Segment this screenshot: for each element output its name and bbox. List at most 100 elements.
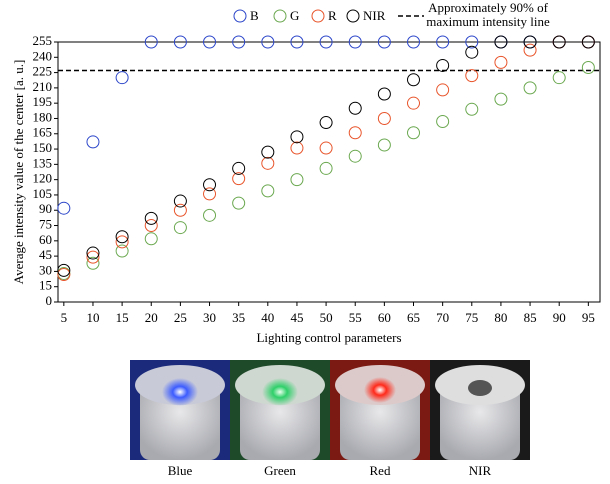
y-tick-label: 135 bbox=[33, 155, 53, 170]
data-point bbox=[262, 185, 274, 197]
y-tick-label: 90 bbox=[39, 201, 52, 216]
legend-marker bbox=[312, 10, 324, 22]
data-point bbox=[378, 139, 390, 151]
x-tick-label: 35 bbox=[232, 310, 245, 325]
photo-red bbox=[330, 360, 430, 460]
figure: 0153045607590105120135150165180195210225… bbox=[0, 0, 610, 484]
data-point bbox=[262, 157, 274, 169]
data-point bbox=[174, 204, 186, 216]
y-tick-label: 105 bbox=[33, 186, 53, 201]
legend-label: NIR bbox=[363, 8, 386, 23]
data-point bbox=[408, 127, 420, 139]
y-tick-label: 180 bbox=[33, 109, 53, 124]
y-tick-label: 210 bbox=[33, 79, 53, 94]
data-point bbox=[145, 233, 157, 245]
data-point bbox=[378, 88, 390, 100]
x-tick-label: 60 bbox=[378, 310, 391, 325]
y-tick-label: 120 bbox=[33, 171, 53, 186]
x-tick-label: 75 bbox=[465, 310, 478, 325]
x-tick-label: 95 bbox=[582, 310, 595, 325]
x-tick-label: 30 bbox=[203, 310, 216, 325]
data-point bbox=[291, 174, 303, 186]
x-tick-label: 5 bbox=[61, 310, 68, 325]
data-point bbox=[145, 212, 157, 224]
legend-marker bbox=[234, 10, 246, 22]
x-tick-label: 15 bbox=[116, 310, 129, 325]
y-tick-label: 240 bbox=[33, 48, 53, 63]
data-point bbox=[87, 136, 99, 148]
photo-green bbox=[230, 360, 330, 460]
data-point bbox=[349, 127, 361, 139]
y-tick-label: 225 bbox=[33, 64, 53, 79]
data-point bbox=[291, 142, 303, 154]
x-tick-label: 70 bbox=[436, 310, 449, 325]
data-point bbox=[116, 236, 128, 248]
y-axis-label: Average intensity value of the center [a… bbox=[11, 60, 26, 285]
y-tick-label: 15 bbox=[39, 278, 52, 293]
data-point bbox=[495, 56, 507, 68]
x-tick-label: 65 bbox=[407, 310, 420, 325]
photo-strip bbox=[130, 360, 530, 460]
data-point bbox=[58, 202, 70, 214]
photo-nir bbox=[430, 360, 530, 460]
legend-label: R bbox=[328, 8, 337, 23]
x-tick-label: 25 bbox=[174, 310, 187, 325]
y-tick-label: 195 bbox=[33, 94, 53, 109]
data-point bbox=[116, 245, 128, 257]
data-point bbox=[116, 231, 128, 243]
y-tick-label: 45 bbox=[39, 247, 52, 262]
data-point bbox=[320, 142, 332, 154]
data-point bbox=[262, 146, 274, 158]
data-point bbox=[524, 82, 536, 94]
data-point bbox=[349, 102, 361, 114]
data-point bbox=[408, 97, 420, 109]
data-point bbox=[204, 179, 216, 191]
data-point bbox=[466, 103, 478, 115]
data-point bbox=[291, 131, 303, 143]
x-tick-label: 45 bbox=[290, 310, 303, 325]
data-point bbox=[233, 197, 245, 209]
y-tick-label: 30 bbox=[39, 262, 52, 277]
photo-caption: NIR bbox=[469, 463, 492, 478]
photo-caption: Green bbox=[264, 463, 296, 478]
legend-marker bbox=[347, 10, 359, 22]
data-point bbox=[116, 72, 128, 84]
data-point bbox=[204, 209, 216, 221]
y-tick-label: 255 bbox=[33, 33, 53, 48]
photo-caption: Blue bbox=[168, 463, 193, 478]
data-point bbox=[320, 162, 332, 174]
y-tick-label: 60 bbox=[39, 232, 52, 247]
x-tick-label: 90 bbox=[553, 310, 566, 325]
data-point bbox=[145, 220, 157, 232]
legend-label: B bbox=[250, 8, 259, 23]
data-point bbox=[174, 195, 186, 207]
data-point bbox=[466, 70, 478, 82]
x-axis-label: Lighting control parameters bbox=[256, 330, 401, 345]
data-point bbox=[437, 59, 449, 71]
data-point bbox=[582, 61, 594, 73]
x-tick-label: 55 bbox=[349, 310, 362, 325]
y-tick-label: 150 bbox=[33, 140, 53, 155]
legend-reference-label: Approximately 90% of bbox=[428, 0, 549, 15]
x-tick-label: 10 bbox=[86, 310, 99, 325]
x-tick-label: 80 bbox=[494, 310, 507, 325]
x-tick-label: 50 bbox=[320, 310, 333, 325]
data-point bbox=[437, 84, 449, 96]
data-point bbox=[58, 267, 70, 279]
x-tick-label: 85 bbox=[524, 310, 537, 325]
data-point bbox=[495, 93, 507, 105]
data-point bbox=[320, 117, 332, 129]
data-point bbox=[204, 188, 216, 200]
data-point bbox=[349, 150, 361, 162]
data-point bbox=[408, 74, 420, 86]
data-point bbox=[378, 112, 390, 124]
x-tick-label: 40 bbox=[261, 310, 274, 325]
data-point bbox=[437, 116, 449, 128]
legend-marker bbox=[274, 10, 286, 22]
legend-reference-label: maximum intensity line bbox=[426, 14, 550, 29]
plot-frame bbox=[58, 42, 600, 302]
photo-caption: Red bbox=[370, 463, 391, 478]
y-tick-label: 165 bbox=[33, 125, 53, 140]
x-tick-label: 20 bbox=[145, 310, 158, 325]
photo-blue bbox=[130, 360, 230, 460]
